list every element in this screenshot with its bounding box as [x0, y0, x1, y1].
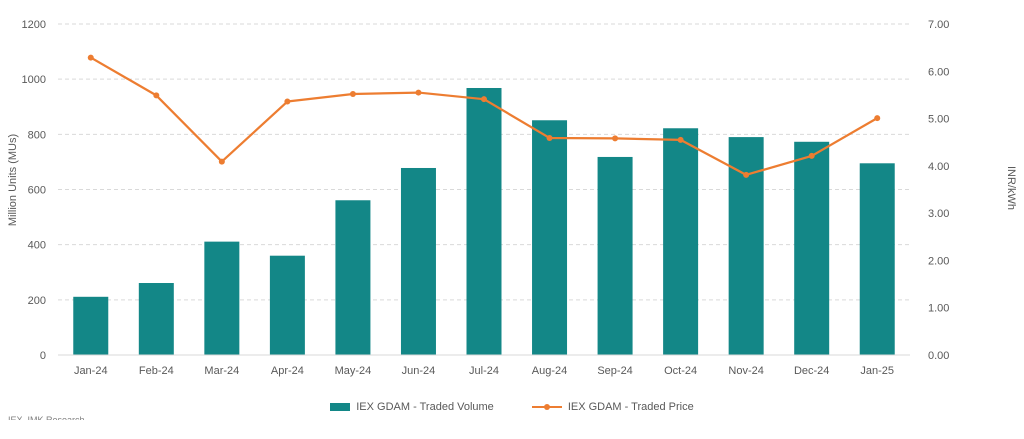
- bar-series: [73, 87, 895, 355]
- legend-label-price: IEX GDAM - Traded Price: [567, 401, 694, 413]
- x-tick-label: Sep-24: [597, 365, 632, 377]
- price-point: [218, 158, 225, 165]
- y-tick-label: 800: [28, 129, 46, 141]
- y2-tick-label: 0.00: [928, 350, 949, 362]
- y2-tick-label: 7.00: [928, 19, 949, 31]
- y-tick-label: 0: [40, 350, 46, 362]
- legend-swatch-line: [531, 402, 562, 412]
- bar: [73, 296, 109, 355]
- x-tick-label: Dec-24: [794, 365, 829, 377]
- legend: IEX GDAM - Traded Volume IEX GDAM - Trad…: [0, 398, 1024, 416]
- x-tick-label: May-24: [335, 365, 372, 377]
- bar: [859, 163, 895, 355]
- y2-tick-label: 5.00: [928, 114, 949, 126]
- y-tick-label: 1200: [22, 19, 46, 31]
- y2-tick-label: 4.00: [928, 161, 949, 173]
- price-point: [284, 98, 291, 105]
- price-point: [349, 90, 356, 97]
- price-point: [87, 54, 94, 61]
- y-tick-label: 200: [28, 295, 46, 307]
- x-tick-label: Mar-24: [204, 365, 239, 377]
- price-point: [481, 96, 487, 103]
- x-tick-label: Aug-24: [532, 365, 567, 377]
- x-tick-label: Jan-25: [860, 365, 894, 377]
- price-point: [612, 135, 619, 142]
- y2-tick-label: 3.00: [928, 208, 949, 220]
- y-tick-label: 600: [28, 185, 46, 197]
- y-tick-label: 400: [28, 240, 46, 252]
- x-tick-label: Feb-24: [139, 365, 174, 377]
- y-tick-label: 1000: [22, 74, 46, 86]
- bar: [466, 87, 502, 355]
- y2-tick-label: 6.00: [928, 66, 949, 78]
- x-tick-label: Jul-24: [469, 365, 499, 377]
- bar: [138, 283, 174, 355]
- y2-tick-label: 1.00: [928, 303, 949, 315]
- bar: [335, 200, 371, 355]
- price-point: [808, 152, 815, 159]
- x-tick-label: Apr-24: [271, 365, 304, 377]
- price-point: [415, 89, 422, 96]
- legend-item-price: IEX GDAM - Traded Price: [531, 401, 694, 413]
- price-point: [677, 136, 684, 143]
- price-point: [874, 115, 881, 122]
- legend-label-volume: IEX GDAM - Traded Volume: [356, 401, 494, 413]
- x-tick-label: Jun-24: [402, 365, 436, 377]
- source-note: IEX, IMK Research: [8, 415, 85, 420]
- bar: [728, 137, 764, 355]
- bar: [663, 128, 699, 355]
- x-tick-label: Oct-24: [664, 365, 697, 377]
- price-point: [153, 92, 160, 99]
- bar: [597, 156, 633, 355]
- legend-swatch-bar: [330, 403, 351, 411]
- bar: [400, 167, 436, 355]
- gridlines: [58, 23, 910, 301]
- price-point: [743, 171, 750, 178]
- x-tick-label: Nov-24: [728, 365, 763, 377]
- bar: [269, 255, 305, 355]
- legend-item-volume: IEX GDAM - Traded Volume: [330, 401, 494, 413]
- bar: [794, 141, 830, 355]
- y2-axis-title: INR/kWh: [1005, 166, 1017, 210]
- y2-tick-label: 2.00: [928, 255, 949, 267]
- y-axis-title: Million Units (MUs): [7, 134, 19, 226]
- price-point: [546, 134, 553, 141]
- bar: [532, 120, 568, 355]
- axes: 0 200 400 600 800 1000 1200 0.00 1.00 2.00 3.00 4.0…: [22, 19, 950, 377]
- bar: [204, 241, 240, 355]
- line-series: [87, 54, 881, 178]
- x-tick-label: Jan-24: [74, 365, 108, 377]
